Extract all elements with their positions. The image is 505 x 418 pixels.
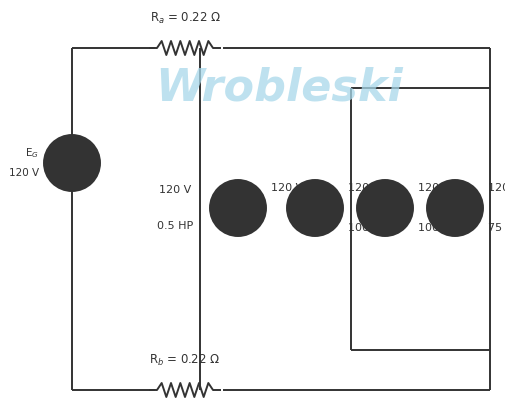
Text: 100 W: 100 W bbox=[417, 223, 452, 233]
Text: 0.5 HP: 0.5 HP bbox=[157, 221, 193, 231]
Text: L: L bbox=[450, 201, 458, 215]
Text: 100 W: 100 W bbox=[347, 223, 383, 233]
Text: 120 V: 120 V bbox=[347, 183, 379, 193]
Text: 120 V: 120 V bbox=[9, 168, 39, 178]
Text: M: M bbox=[231, 201, 243, 215]
Text: L: L bbox=[380, 201, 388, 215]
Text: Wrobleski: Wrobleski bbox=[155, 66, 402, 110]
Circle shape bbox=[357, 180, 412, 236]
Text: E$_G$: E$_G$ bbox=[25, 146, 39, 160]
Circle shape bbox=[426, 180, 482, 236]
Text: 120 V: 120 V bbox=[159, 185, 191, 195]
Text: R$_b$ = 0.22 Ω: R$_b$ = 0.22 Ω bbox=[149, 353, 220, 368]
Text: L: L bbox=[311, 201, 318, 215]
Text: 75 W: 75 W bbox=[487, 223, 505, 233]
Circle shape bbox=[44, 135, 100, 191]
Text: R$_a$ = 0.22 Ω: R$_a$ = 0.22 Ω bbox=[149, 11, 220, 26]
Circle shape bbox=[286, 180, 342, 236]
Text: 120 V: 120 V bbox=[417, 183, 449, 193]
Circle shape bbox=[210, 180, 266, 236]
Text: G: G bbox=[67, 156, 77, 170]
Text: 120 V: 120 V bbox=[487, 183, 505, 193]
Text: 120 V: 120 V bbox=[271, 183, 302, 193]
